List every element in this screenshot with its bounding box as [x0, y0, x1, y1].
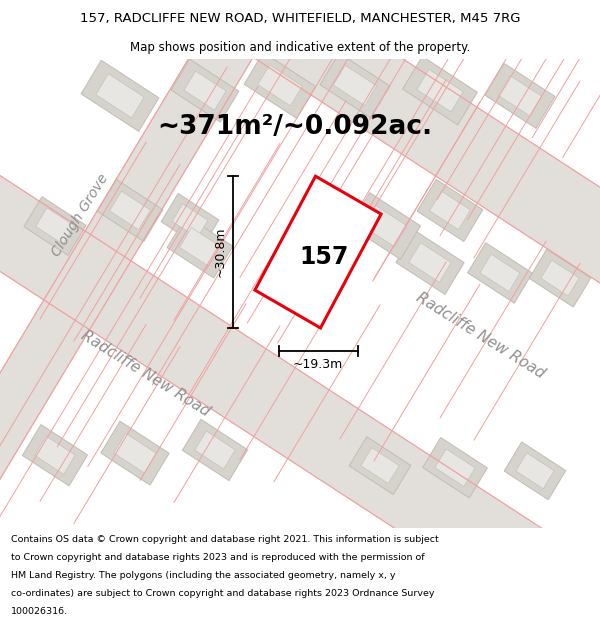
- Polygon shape: [529, 249, 591, 307]
- Polygon shape: [255, 176, 381, 328]
- Polygon shape: [161, 194, 219, 248]
- Text: Contains OS data © Crown copyright and database right 2021. This information is : Contains OS data © Crown copyright and d…: [11, 535, 439, 544]
- Polygon shape: [422, 438, 487, 498]
- Polygon shape: [97, 179, 163, 241]
- Text: 100026316.: 100026316.: [11, 607, 68, 616]
- Text: ~371m²/~0.092ac.: ~371m²/~0.092ac.: [157, 114, 433, 140]
- Text: ~19.3m: ~19.3m: [293, 358, 343, 371]
- Polygon shape: [88, 0, 600, 446]
- Polygon shape: [320, 53, 390, 118]
- Text: to Crown copyright and database rights 2023 and is reproduced with the permissio: to Crown copyright and database rights 2…: [11, 553, 424, 562]
- Polygon shape: [184, 71, 226, 110]
- Polygon shape: [244, 52, 316, 118]
- Polygon shape: [361, 448, 399, 484]
- Text: 157, RADCLIFFE NEW ROAD, WHITEFIELD, MANCHESTER, M45 7RG: 157, RADCLIFFE NEW ROAD, WHITEFIELD, MAN…: [80, 12, 520, 26]
- Polygon shape: [35, 436, 75, 474]
- Polygon shape: [499, 76, 542, 116]
- Polygon shape: [403, 56, 478, 125]
- Text: HM Land Registry. The polygons (including the associated geometry, namely x, y: HM Land Registry. The polygons (includin…: [11, 571, 395, 580]
- Polygon shape: [349, 437, 411, 494]
- Polygon shape: [101, 421, 169, 485]
- Text: Map shows position and indicative extent of the property.: Map shows position and indicative extent…: [130, 41, 470, 54]
- Polygon shape: [480, 254, 520, 292]
- Polygon shape: [22, 424, 88, 486]
- Polygon shape: [0, 0, 304, 592]
- Polygon shape: [485, 63, 555, 128]
- Polygon shape: [504, 442, 566, 500]
- Polygon shape: [349, 192, 421, 259]
- Polygon shape: [114, 433, 156, 473]
- Polygon shape: [409, 242, 451, 282]
- Polygon shape: [172, 204, 208, 238]
- Polygon shape: [96, 74, 144, 118]
- Polygon shape: [516, 453, 554, 489]
- Text: Radcliffe New Road: Radcliffe New Road: [413, 289, 547, 381]
- Polygon shape: [435, 449, 475, 486]
- Polygon shape: [363, 206, 407, 247]
- Polygon shape: [110, 191, 151, 229]
- Polygon shape: [417, 179, 483, 241]
- Polygon shape: [36, 208, 74, 244]
- Text: ~30.8m: ~30.8m: [214, 227, 226, 278]
- Polygon shape: [396, 231, 464, 294]
- Polygon shape: [24, 197, 86, 256]
- Polygon shape: [195, 431, 235, 469]
- Text: 157: 157: [299, 245, 349, 269]
- Polygon shape: [467, 242, 532, 303]
- Polygon shape: [179, 228, 220, 266]
- Text: Radcliffe New Road: Radcliffe New Road: [78, 328, 212, 420]
- Polygon shape: [258, 65, 302, 106]
- Polygon shape: [430, 191, 470, 229]
- Polygon shape: [81, 60, 159, 131]
- Text: co-ordinates) are subject to Crown copyright and database rights 2023 Ordnance S: co-ordinates) are subject to Crown copyr…: [11, 589, 434, 598]
- Polygon shape: [167, 216, 233, 278]
- Polygon shape: [0, 136, 600, 625]
- Polygon shape: [334, 65, 377, 106]
- Polygon shape: [182, 419, 248, 481]
- Polygon shape: [417, 69, 463, 112]
- Polygon shape: [541, 260, 579, 296]
- Polygon shape: [171, 59, 239, 122]
- Text: Clough Grove: Clough Grove: [49, 172, 111, 259]
